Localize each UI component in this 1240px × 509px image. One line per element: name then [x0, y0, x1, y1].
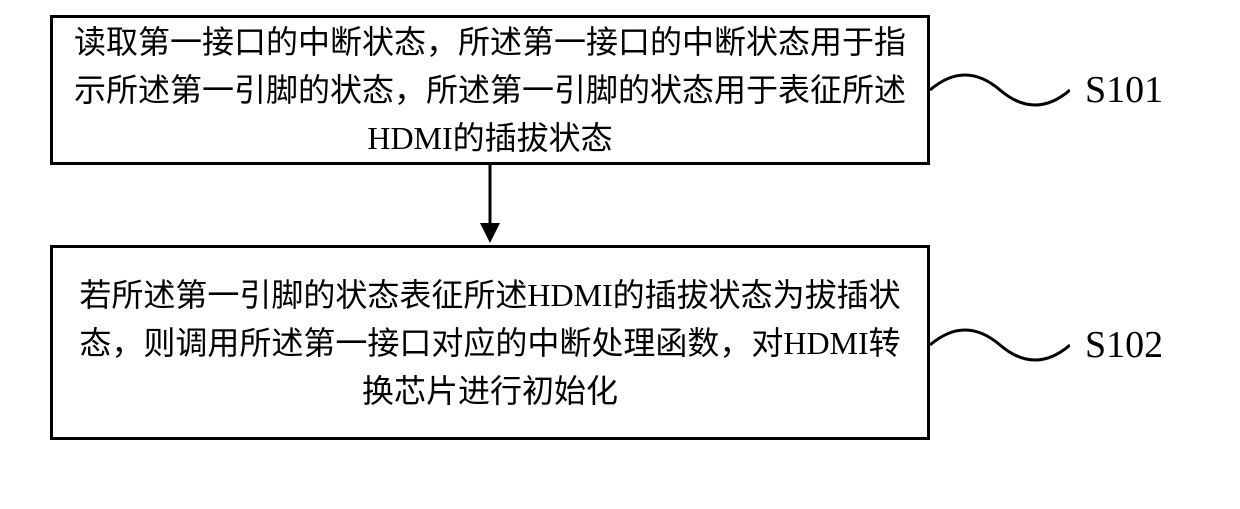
arrow-down-icon — [470, 165, 510, 245]
step-label-1: S101 — [1085, 68, 1163, 112]
flow-box-2: 若所述第一引脚的状态表征所述HDMI的插拔状态为拔插状态，则调用所述第一接口对应… — [50, 245, 930, 440]
wave-connector-1 — [930, 55, 1070, 125]
box1-text: 读取第一接口的中断状态，所述第一接口的中断状态用于指示所述第一引脚的状态，所述第… — [73, 18, 907, 162]
box2-text: 若所述第一引脚的状态表征所述HDMI的插拔状态为拔插状态，则调用所述第一接口对应… — [73, 271, 907, 415]
arrow-container — [50, 165, 930, 245]
flow-box-1: 读取第一接口的中断状态，所述第一接口的中断状态用于指示所述第一引脚的状态，所述第… — [50, 15, 930, 165]
wave-connector-2 — [930, 310, 1070, 380]
step-label-2: S102 — [1085, 323, 1163, 367]
